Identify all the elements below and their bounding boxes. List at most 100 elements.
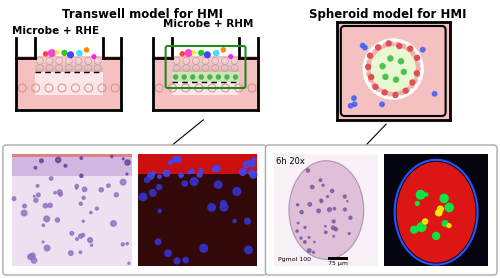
Circle shape xyxy=(410,51,415,56)
Circle shape xyxy=(389,42,394,47)
Circle shape xyxy=(332,220,335,223)
Circle shape xyxy=(360,43,365,48)
Circle shape xyxy=(432,92,437,96)
Circle shape xyxy=(43,203,48,208)
Circle shape xyxy=(366,64,370,69)
Circle shape xyxy=(36,185,39,187)
Bar xyxy=(35,61,102,65)
Circle shape xyxy=(34,167,36,169)
Circle shape xyxy=(34,195,35,197)
Circle shape xyxy=(233,188,240,195)
Bar xyxy=(35,58,102,61)
Circle shape xyxy=(198,51,203,55)
Circle shape xyxy=(388,56,393,61)
Text: 75 μm: 75 μm xyxy=(328,261,348,266)
Circle shape xyxy=(399,90,404,95)
Circle shape xyxy=(179,173,183,178)
Text: Spheroid model for HMI: Spheroid model for HMI xyxy=(310,8,467,21)
Circle shape xyxy=(306,169,310,172)
Circle shape xyxy=(165,250,171,257)
Circle shape xyxy=(88,238,92,242)
Bar xyxy=(12,154,132,176)
Circle shape xyxy=(395,42,400,47)
Bar xyxy=(138,174,258,266)
Circle shape xyxy=(212,169,215,171)
Circle shape xyxy=(80,174,83,177)
Circle shape xyxy=(82,220,84,222)
Circle shape xyxy=(56,51,59,54)
Circle shape xyxy=(362,45,367,50)
Circle shape xyxy=(234,75,237,79)
Circle shape xyxy=(214,181,222,188)
Circle shape xyxy=(348,233,350,234)
Circle shape xyxy=(182,75,186,79)
Circle shape xyxy=(349,216,352,219)
Circle shape xyxy=(156,185,162,190)
Circle shape xyxy=(120,179,126,185)
Bar xyxy=(35,72,102,95)
Circle shape xyxy=(110,155,113,158)
Circle shape xyxy=(96,207,98,210)
Circle shape xyxy=(244,161,250,168)
Bar xyxy=(12,154,132,157)
Circle shape xyxy=(107,184,110,187)
Circle shape xyxy=(250,171,257,178)
Bar xyxy=(35,65,102,68)
Bar xyxy=(172,82,239,95)
Circle shape xyxy=(432,232,440,239)
Circle shape xyxy=(190,75,194,79)
Circle shape xyxy=(417,223,426,232)
Circle shape xyxy=(376,86,382,91)
Circle shape xyxy=(158,175,161,178)
Circle shape xyxy=(90,212,92,214)
Circle shape xyxy=(372,82,377,87)
Circle shape xyxy=(32,258,36,263)
Circle shape xyxy=(413,56,418,61)
Circle shape xyxy=(412,78,418,83)
Circle shape xyxy=(368,53,372,58)
Circle shape xyxy=(394,77,398,82)
Circle shape xyxy=(317,209,320,213)
Circle shape xyxy=(394,91,398,96)
Bar xyxy=(384,154,488,266)
Circle shape xyxy=(80,251,82,254)
Circle shape xyxy=(312,251,314,253)
Circle shape xyxy=(334,228,338,231)
Circle shape xyxy=(220,203,228,211)
Circle shape xyxy=(114,193,118,197)
Ellipse shape xyxy=(289,161,364,259)
Text: 6h 20x: 6h 20x xyxy=(276,157,306,166)
Circle shape xyxy=(82,234,84,237)
Circle shape xyxy=(406,47,411,52)
Circle shape xyxy=(48,203,52,207)
Circle shape xyxy=(304,241,306,243)
Bar xyxy=(328,257,348,260)
Circle shape xyxy=(402,70,406,75)
Circle shape xyxy=(416,202,419,205)
Circle shape xyxy=(404,87,409,92)
Circle shape xyxy=(148,173,154,179)
Circle shape xyxy=(408,46,413,51)
Circle shape xyxy=(383,74,388,79)
Circle shape xyxy=(128,262,130,264)
Circle shape xyxy=(344,195,346,198)
Circle shape xyxy=(410,226,418,233)
Circle shape xyxy=(36,193,40,197)
Circle shape xyxy=(300,210,303,214)
Circle shape xyxy=(110,221,116,226)
Circle shape xyxy=(158,209,161,212)
Circle shape xyxy=(397,44,402,49)
Circle shape xyxy=(436,210,442,216)
Circle shape xyxy=(370,54,374,59)
Circle shape xyxy=(82,196,85,199)
Circle shape xyxy=(22,210,27,216)
Circle shape xyxy=(420,48,425,52)
Circle shape xyxy=(410,80,415,85)
Circle shape xyxy=(398,59,404,64)
Circle shape xyxy=(344,208,346,211)
Circle shape xyxy=(333,235,334,237)
Circle shape xyxy=(416,190,425,199)
Circle shape xyxy=(320,200,323,203)
Circle shape xyxy=(373,49,378,54)
Circle shape xyxy=(139,193,147,201)
